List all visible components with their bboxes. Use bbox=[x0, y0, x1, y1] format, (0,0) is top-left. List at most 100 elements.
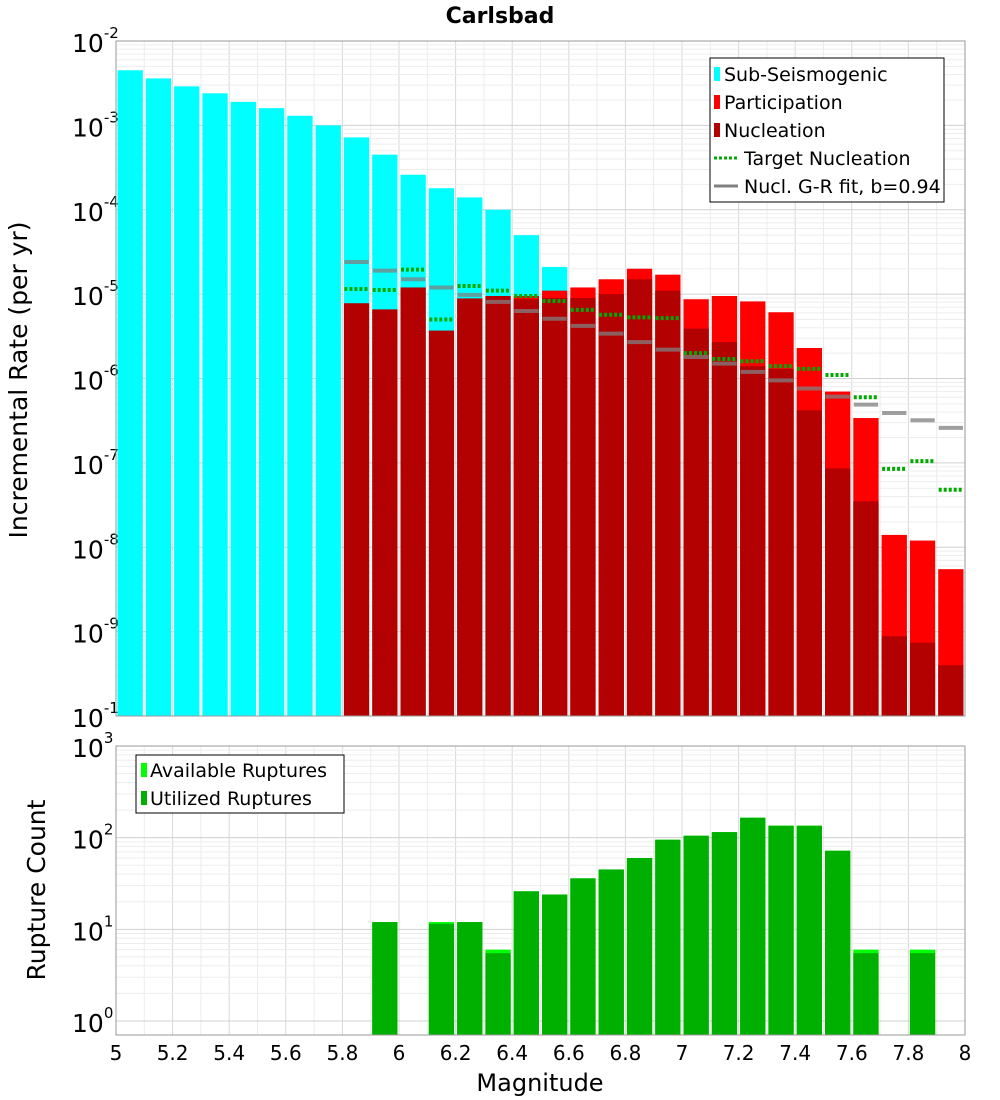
bar-utilized-ruptures bbox=[598, 869, 624, 1035]
bar-sub-seismogenic bbox=[174, 86, 200, 716]
legend-swatch bbox=[714, 95, 720, 109]
x-tick-label: 7.2 bbox=[723, 1041, 755, 1065]
plot-frame bbox=[115, 40, 966, 717]
x-tick-label: 5.2 bbox=[157, 1041, 189, 1065]
legend-label: Available Ruptures bbox=[150, 760, 327, 782]
y-axis-label-count: Rupture Count bbox=[22, 799, 51, 980]
bar-utilized-ruptures bbox=[372, 922, 398, 1035]
bar-nucleation bbox=[711, 342, 738, 716]
legend-box bbox=[709, 57, 945, 203]
bar-nucleation bbox=[457, 298, 483, 716]
bar-utilized-ruptures bbox=[542, 894, 568, 1035]
legend-label: Sub-Seismogenic bbox=[724, 64, 888, 86]
x-tick-label: 8 bbox=[959, 1041, 972, 1065]
y-tick-label: 10-3 bbox=[72, 108, 119, 142]
legend-label: Utilized Ruptures bbox=[150, 788, 312, 810]
y-tick-label: 10-8 bbox=[72, 530, 119, 564]
bar-nucleation bbox=[853, 501, 879, 716]
bar-nucleation bbox=[626, 279, 653, 716]
legend-label: Nucleation bbox=[724, 120, 826, 142]
bar-nucleation bbox=[400, 287, 426, 716]
y-axis-label-rate: Incremental Rate (per yr) bbox=[4, 222, 33, 539]
bar-nucleation bbox=[683, 328, 709, 716]
bar-nucleation bbox=[343, 303, 370, 716]
bar-nucleation bbox=[740, 366, 766, 716]
y-tick-label: 102 bbox=[72, 821, 113, 855]
bar-nucleation bbox=[825, 468, 851, 716]
bar-utilized-ruptures bbox=[570, 878, 596, 1035]
y-tick-label: 100 bbox=[72, 1004, 113, 1038]
bar-sub-seismogenic bbox=[287, 115, 313, 716]
bar-utilized-ruptures bbox=[428, 923, 455, 1035]
y-tick-label: 10-5 bbox=[72, 277, 119, 311]
bar-nucleation bbox=[485, 296, 511, 716]
legend-swatch bbox=[141, 763, 147, 777]
bar-utilized-ruptures bbox=[768, 825, 794, 1035]
bar-nucleation bbox=[372, 309, 398, 716]
x-tick-label: 5.4 bbox=[213, 1041, 245, 1065]
bar-utilized-ruptures bbox=[457, 922, 483, 1035]
legend-label: Nucl. G-R fit, b=0.94 bbox=[744, 176, 941, 198]
x-tick-label: 6.4 bbox=[496, 1041, 528, 1065]
y-tick-label: 103 bbox=[72, 729, 113, 763]
bar-nucleation bbox=[909, 642, 936, 716]
x-tick-label: 5.8 bbox=[326, 1041, 358, 1065]
bar-sub-seismogenic bbox=[202, 93, 228, 716]
bar-utilized-ruptures bbox=[853, 953, 879, 1035]
y-tick-label: 10-10 bbox=[72, 699, 128, 733]
y-tick-label: 10-6 bbox=[72, 362, 119, 396]
x-tick-label: 7.6 bbox=[836, 1041, 868, 1065]
x-tick-label: 6.6 bbox=[553, 1041, 585, 1065]
legend-swatch bbox=[141, 791, 147, 805]
bar-nucleation bbox=[796, 410, 822, 716]
bar-utilized-ruptures bbox=[825, 850, 851, 1035]
bar-sub-seismogenic bbox=[145, 78, 172, 717]
bar-utilized-ruptures bbox=[485, 953, 511, 1035]
bar-utilized-ruptures bbox=[740, 817, 766, 1035]
bar-nucleation bbox=[542, 297, 568, 716]
bar-utilized-ruptures bbox=[683, 835, 709, 1035]
legend-swatch bbox=[714, 123, 720, 137]
y-tick-label: 10-2 bbox=[72, 24, 119, 58]
y-tick-label: 10-4 bbox=[72, 193, 119, 227]
legend-label: Participation bbox=[724, 92, 843, 114]
chart-title: Carlsbad bbox=[446, 4, 555, 29]
bar-nucleation bbox=[655, 290, 681, 716]
x-axis-label: Magnitude bbox=[476, 1069, 603, 1097]
bar-nucleation bbox=[768, 368, 794, 716]
y-tick-label: 10-7 bbox=[72, 446, 119, 480]
y-tick-label: 10-9 bbox=[72, 615, 119, 649]
bar-utilized-ruptures bbox=[796, 825, 822, 1035]
bar-utilized-ruptures bbox=[626, 858, 653, 1035]
bar-utilized-ruptures bbox=[909, 953, 936, 1035]
bar-utilized-ruptures bbox=[655, 839, 681, 1035]
x-tick-label: 6 bbox=[393, 1041, 406, 1065]
bar-sub-seismogenic bbox=[259, 108, 285, 717]
bar-utilized-ruptures bbox=[513, 891, 539, 1035]
x-tick-label: 6.8 bbox=[609, 1041, 641, 1065]
bar-sub-seismogenic bbox=[315, 125, 341, 716]
bar-nucleation bbox=[938, 665, 964, 716]
legend-swatch bbox=[714, 67, 720, 81]
bar-utilized-ruptures bbox=[711, 832, 738, 1035]
x-tick-label: 5 bbox=[110, 1041, 123, 1065]
rate-plot: 10-2 10-3 10-4 10-5 10-6 10-7 10-8 10-9 10-10 Sub… bbox=[72, 24, 966, 733]
legend-label: Target Nucleation bbox=[743, 148, 911, 170]
bar-sub-seismogenic bbox=[117, 70, 143, 716]
bar-nucleation bbox=[881, 636, 907, 716]
bar-nucleation bbox=[598, 294, 624, 716]
bar-nucleation bbox=[570, 297, 596, 716]
rupture-count-plot: 103 102 101 100 5 5.2 5.4 5.6 5.8 6 6.2 6.4 6.6 6.8 7 7… bbox=[72, 729, 971, 1065]
x-tick-label: 7 bbox=[676, 1041, 689, 1065]
bar-sub-seismogenic bbox=[230, 101, 256, 716]
x-tick-label: 6.2 bbox=[440, 1041, 472, 1065]
plot-frame bbox=[115, 745, 966, 1036]
y-tick-label: 101 bbox=[72, 912, 113, 946]
bar-nucleation bbox=[513, 299, 539, 716]
x-tick-label: 5.6 bbox=[270, 1041, 302, 1065]
x-tick-label: 7.8 bbox=[892, 1041, 924, 1065]
x-tick-label: 7.4 bbox=[779, 1041, 811, 1065]
legend-box bbox=[135, 754, 345, 814]
